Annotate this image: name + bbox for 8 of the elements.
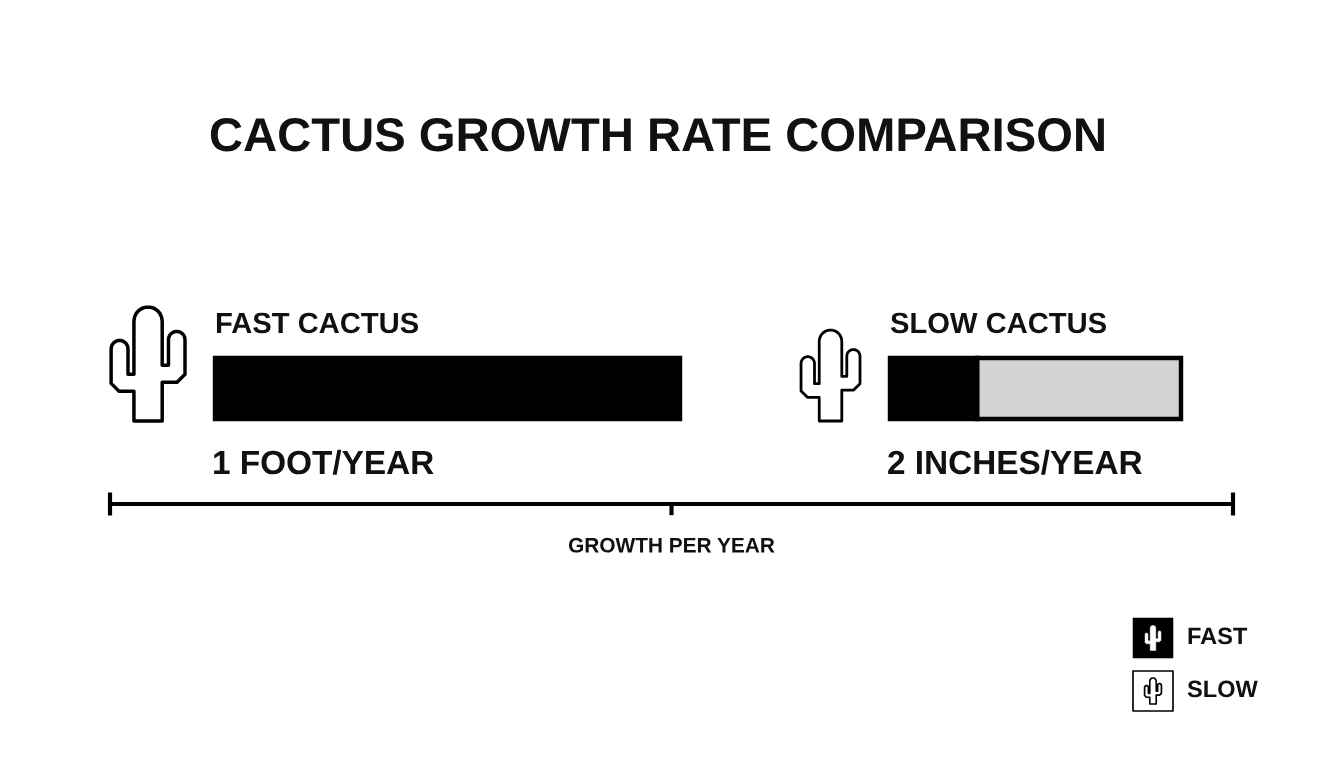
y-tick-label: FAST CACTUS — [216, 312, 419, 334]
legend-label: SLOW — [1187, 680, 1258, 698]
chart-title: CACTUS GROWTH RATE COMPARISON — [210, 118, 1104, 152]
text: 1 FOOT/YEAR — [214, 449, 434, 475]
text: 2 INCHES/YEAR — [888, 449, 1142, 475]
y-tick-label: SLOW CACTUS — [890, 312, 1106, 334]
x-axis-title: GROWTH PER YEAR — [568, 537, 775, 553]
legend-label: FAST — [1188, 627, 1248, 645]
